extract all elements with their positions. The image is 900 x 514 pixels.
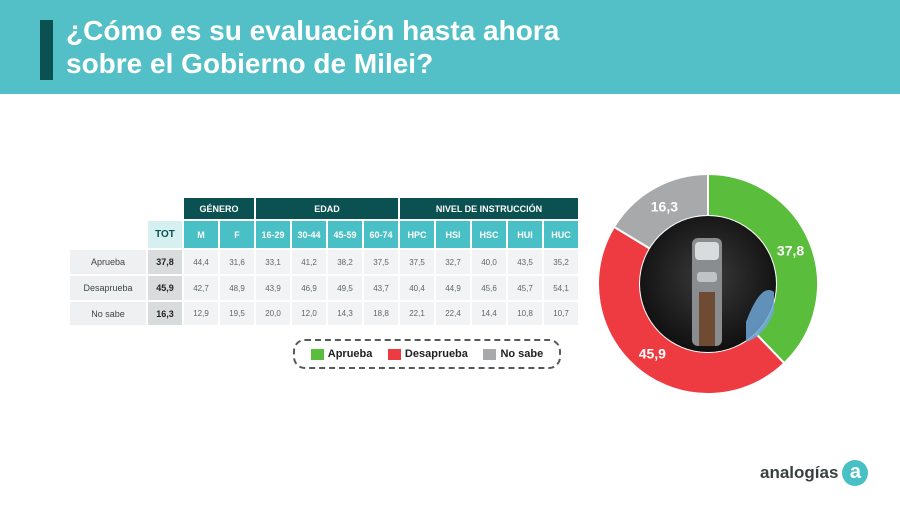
table-cell: 38,2 (328, 250, 362, 274)
row-label-desaprueba: Desaprueba (70, 276, 146, 300)
row-label-no-sabe: No sabe (70, 302, 146, 325)
table-cell: 19,5 (220, 302, 254, 325)
donut-chart: 37,8 45,9 16,3 (597, 172, 819, 395)
legend-label: No sabe (500, 348, 544, 360)
group-header-genero: GÉNERO (184, 198, 254, 219)
column-header: HUC (544, 221, 578, 248)
table-cell: 40,0 (472, 250, 506, 274)
legend-item-desaprueba: Desaprueba (387, 348, 468, 360)
slice-data-label: 37,8 (777, 243, 804, 259)
column-header: M (184, 221, 218, 248)
table-cell: 45,7 (508, 276, 542, 300)
table-corner (70, 198, 182, 219)
table-cell: 49,5 (328, 276, 362, 300)
table-cell: 54,1 (544, 276, 578, 300)
slice-data-label: 45,9 (639, 345, 666, 361)
table-cell: 35,2 (544, 250, 578, 274)
legend-item-aprueba: Aprueba (310, 348, 373, 360)
table-cell: 14,3 (328, 302, 362, 325)
column-header: HPC (400, 221, 434, 248)
page-title-line-2: sobre el Gobierno de Milei? (66, 48, 434, 79)
table-cell: 12,0 (292, 302, 326, 325)
legend-item-no-sabe: No sabe (483, 348, 543, 360)
column-header: 30-44 (292, 221, 326, 248)
table-cell: 46,9 (292, 276, 326, 300)
slice-data-label: 16,3 (651, 198, 678, 214)
chart-legend: Aprueba Desaprueba No sabe (293, 339, 561, 369)
table-cell: 44,4 (184, 250, 218, 274)
table-cell: 18,8 (364, 302, 398, 325)
column-header: F (220, 221, 254, 248)
page-title: ¿Cómo es su evaluación hasta ahora sobre… (66, 14, 826, 80)
table-cell: 20,0 (256, 302, 290, 325)
legend-swatch (310, 348, 324, 360)
table-cell: 43,7 (364, 276, 398, 300)
table-cell: 14,4 (472, 302, 506, 325)
table-cell-total: 16,3 (148, 302, 182, 325)
table-cell: 32,7 (436, 250, 470, 274)
logo-text: analogías (760, 463, 839, 482)
column-header: 60-74 (364, 221, 398, 248)
table-cell-total: 37,8 (148, 250, 182, 274)
group-header-edad: EDAD (256, 198, 398, 219)
page-title-line-1: ¿Cómo es su evaluación hasta ahora (66, 15, 560, 46)
table-cell: 37,5 (400, 250, 434, 274)
legend-label: Aprueba (327, 348, 373, 360)
column-header: 16-29 (256, 221, 290, 248)
table-cell: 42,7 (184, 276, 218, 300)
column-header: 45-59 (328, 221, 362, 248)
table-cell: 44,9 (436, 276, 470, 300)
table-cell: 10,8 (508, 302, 542, 325)
legend-swatch (483, 348, 497, 360)
table-cell: 40,4 (400, 276, 434, 300)
analogias-logo: analogías a (760, 460, 869, 486)
donut-slice-no-sabe (612, 172, 709, 251)
table-cell: 12,9 (184, 302, 218, 325)
header-banner: ¿Cómo es su evaluación hasta ahora sobre… (0, 0, 900, 94)
table-cell-total: 45,9 (148, 276, 182, 300)
table-cell: 10,7 (544, 302, 578, 325)
table-cell: 45,6 (472, 276, 506, 300)
table-cell: 43,5 (508, 250, 542, 274)
table-cell: 41,2 (292, 250, 326, 274)
table-cell: 31,6 (220, 250, 254, 274)
table-cell: 48,9 (220, 276, 254, 300)
table-cell: 22,1 (400, 302, 434, 325)
column-header: HSI (436, 221, 470, 248)
column-header: HUI (508, 221, 542, 248)
crosstab-table: GÉNERO EDAD NIVEL DE INSTRUCCIÓN TOT M F… (70, 198, 578, 325)
legend-swatch (387, 348, 401, 360)
group-header-nivel: NIVEL DE INSTRUCCIÓN (400, 198, 578, 219)
center-photo (640, 216, 776, 352)
logo-mark-icon: a (842, 460, 869, 486)
header-accent-bar (40, 20, 53, 80)
table-cell: 37,5 (364, 250, 398, 274)
table-cell: 33,1 (256, 250, 290, 274)
column-header-tot: TOT (148, 221, 182, 248)
table-cell: 22,4 (436, 302, 470, 325)
column-header: HSC (472, 221, 506, 248)
row-label-aprueba: Aprueba (70, 250, 146, 274)
table-cell: 43,9 (256, 276, 290, 300)
table-row-label-header (70, 221, 146, 248)
legend-label: Desaprueba (404, 348, 468, 360)
